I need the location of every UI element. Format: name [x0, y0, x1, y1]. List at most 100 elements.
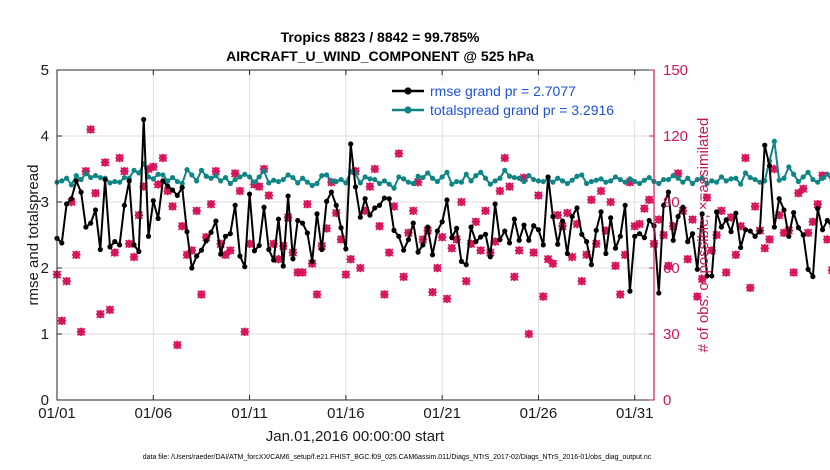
rmse-series-point [367, 212, 373, 218]
legend-label-rmse: rmse grand pr = 2.7077 [430, 83, 576, 99]
totalspread-series-point [733, 175, 739, 181]
rmse-series-point [434, 228, 440, 234]
rmse-series-point [478, 234, 484, 240]
rmse-series-point [569, 213, 575, 220]
rmse-series-point [603, 250, 609, 257]
rmse-series-point [545, 174, 551, 180]
legend: rmse grand pr = 2.7077 totalspread grand… [390, 81, 646, 121]
rmse-series-point [454, 225, 460, 231]
rmse-series-point [555, 241, 561, 247]
x-tick-label: 01/26 [520, 405, 558, 422]
rmse-series-point [632, 233, 638, 239]
totalspread-series-point [641, 177, 647, 183]
rmse-series-point [222, 233, 229, 239]
obs-assimilated-point [741, 153, 750, 163]
obs-assimilated-point [240, 327, 249, 336]
totalspread-series-point [357, 180, 363, 186]
obs-assimilated-point [673, 169, 683, 178]
rmse-series-point [612, 245, 619, 251]
y-tick-label: 0 [41, 392, 49, 409]
obs-assimilated-point [462, 277, 471, 286]
totalspread-series-point [713, 179, 720, 185]
rmse-series-point [588, 262, 595, 268]
obs-assimilated-point [322, 224, 331, 233]
totalspread-series-point [757, 179, 763, 185]
obs-assimilated-point [447, 244, 456, 253]
totalspread-series-point [198, 167, 205, 173]
rmse-series-point [521, 222, 527, 228]
totalspread-series-point [401, 176, 407, 182]
obs-assimilated-point [365, 182, 375, 191]
obs-assimilated-point [192, 206, 201, 215]
totalspread-series-point [97, 174, 103, 181]
rmse-series-point [131, 242, 137, 248]
totalspread-series-point [588, 178, 595, 185]
totalspread-series-point [535, 178, 542, 184]
obs-assimilated-point [283, 213, 293, 222]
rmse-series-point [815, 206, 821, 212]
obs-assimilated-point [534, 191, 543, 200]
rmse-series-point [420, 242, 426, 248]
rmse-series-point [386, 196, 392, 202]
chart-subtitle: AIRCRAFT_U_WIND_COMPONENT @ 525 hPa [226, 48, 534, 64]
obs-assimilated-point [476, 246, 485, 255]
totalspread-series-point [434, 178, 440, 185]
totalspread-series-point [593, 177, 599, 183]
obs-assimilated-point [601, 226, 611, 235]
obs-assimilated-point [659, 230, 668, 240]
rmse-series-point [564, 250, 570, 257]
y-axis-label-right: # of obs: o=possible; ×=assimilated [695, 118, 712, 353]
totalspread-series-point [699, 175, 705, 181]
rmse-series-point [579, 231, 585, 237]
rmse-series-point [189, 265, 195, 271]
rmse-series-point [391, 227, 397, 233]
obs-assimilated-point [394, 149, 404, 158]
obs-assimilated-point [717, 206, 726, 215]
rmse-series-point [396, 233, 402, 239]
totalspread-series-point [521, 178, 527, 185]
footer-data-file: data file: /Users/raeder/DAI/ATM_forcXX/… [143, 454, 652, 461]
rmse-series-point [165, 183, 171, 189]
obs-assimilated-point [669, 222, 678, 231]
x-axis-label: Jan.01,2016 00:00:00 start [266, 428, 445, 445]
obs-assimilated-point [808, 217, 818, 226]
obs-assimilated-point [693, 292, 702, 301]
totalspread-series-point [319, 173, 325, 179]
totalspread-series-point [131, 167, 137, 173]
rmse-series-point [261, 204, 267, 210]
rmse-series-point [704, 273, 710, 279]
legend-marker-spread [404, 106, 412, 114]
totalspread-series-point [246, 174, 253, 180]
totalspread-series-point [420, 174, 426, 181]
totalspread-series-point [429, 175, 436, 181]
totalspread-series-point [738, 181, 744, 187]
rmse-series-point [429, 252, 436, 258]
totalspread-series-point [516, 175, 522, 181]
rmse-series-point [333, 202, 339, 208]
totalspread-series-point [285, 172, 291, 178]
obs-assimilated-point [206, 200, 216, 209]
rmse-series-point [646, 217, 652, 224]
obs-assimilated-point [76, 327, 86, 336]
totalspread-series-point [218, 178, 224, 184]
totalspread-series-point [64, 175, 70, 181]
totalspread-series-point [564, 180, 570, 187]
totalspread-series-point [299, 175, 306, 181]
rmse-series-point [439, 219, 445, 225]
totalspread-series-point [78, 176, 84, 183]
rmse-series-point [295, 217, 301, 224]
rmse-series-point [126, 178, 132, 184]
rmse-series-point [242, 264, 248, 270]
totalspread-series-point [497, 175, 503, 181]
rmse-series-point [752, 233, 758, 239]
totalspread-series-point [271, 177, 277, 183]
rmse-series-point [121, 202, 128, 208]
totalspread-series-point [290, 174, 296, 181]
totalspread-series-point [468, 178, 474, 184]
totalspread-series-point [295, 180, 301, 186]
obs-assimilated-point [505, 182, 514, 191]
totalspread-series-point [454, 178, 460, 185]
totalspread-series-point [627, 176, 633, 182]
obs-assimilated-point [129, 252, 139, 262]
rmse-series-point [656, 290, 662, 296]
